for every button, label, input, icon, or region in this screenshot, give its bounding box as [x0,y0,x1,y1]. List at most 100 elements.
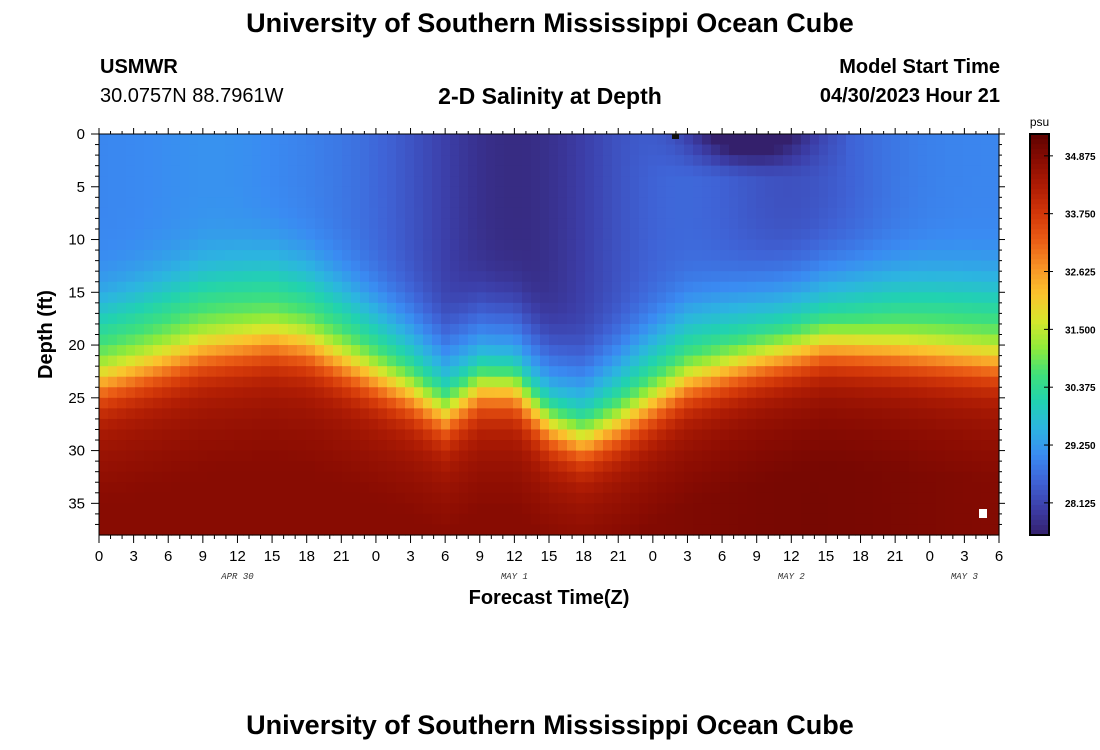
heatmap-cell [567,207,577,220]
heatmap-cell [639,302,649,314]
heatmap-cell [873,250,883,262]
heatmap-cell [108,165,118,177]
heatmap-cell [918,376,928,388]
heatmap-cell [693,144,703,156]
heatmap-cell [297,144,307,156]
heatmap-cell [891,323,901,336]
heatmap-cell [837,302,847,314]
heatmap-cell [540,260,550,272]
heatmap-cell [450,440,460,452]
heatmap-cell [108,323,118,336]
heatmap-cell [432,482,442,494]
heatmap-cell [477,471,487,483]
heatmap-cell [126,165,136,177]
heatmap-cell [567,429,577,441]
heatmap-cell [540,281,550,293]
heatmap-cell [945,355,955,367]
colorbar-swatch [1030,309,1049,316]
heatmap-cell [594,239,604,251]
heatmap-cell [711,323,721,336]
heatmap-cell [198,450,208,462]
heatmap-cell [882,260,892,272]
heatmap-cell [864,239,874,251]
heatmap-cell [198,440,208,452]
heatmap-cell [801,239,811,251]
heatmap-cell [675,387,685,399]
heatmap-cell [207,271,217,283]
heatmap-cell [180,334,190,346]
heatmap-cell [729,302,739,314]
heatmap-cell [612,165,622,177]
heatmap-cell [990,144,1000,156]
heatmap-cell [531,186,541,198]
heatmap-cell [315,524,325,536]
heatmap-cell [126,418,136,431]
heatmap-cell [477,144,487,156]
heatmap-cell [360,513,370,526]
heatmap-cell [963,503,973,515]
heatmap-cell [603,292,613,304]
heatmap-cell [171,450,181,462]
heatmap-cell [675,207,685,220]
heatmap-cell [882,155,892,167]
heatmap-cell [99,461,109,473]
heatmap-cell [324,165,334,177]
heatmap-cell [171,239,181,251]
heatmap-cell [288,302,298,314]
heatmap-cell [387,313,397,325]
heatmap-cell [288,165,298,177]
heatmap-cell [432,134,442,146]
heatmap-cell [261,429,271,441]
heatmap-cell [765,482,775,494]
heatmap-cell [279,355,289,367]
heatmap-cell [720,450,730,462]
heatmap-cell [801,408,811,420]
heatmap-cell [585,429,595,441]
heatmap-cell [531,334,541,346]
heatmap-cell [630,408,640,420]
heatmap-cell [378,524,388,536]
heatmap-cell [522,429,532,441]
heatmap-cell [144,440,154,452]
heatmap-cell [522,366,532,378]
heatmap-cell [747,387,757,399]
heatmap-cell [207,345,217,357]
heatmap-cell [918,482,928,494]
heatmap-cell [990,207,1000,220]
heatmap-cell [306,292,316,304]
heatmap-cell [972,345,982,357]
heatmap-cell [621,397,631,409]
heatmap-cell [297,408,307,420]
heatmap-cell [108,186,118,198]
heatmap-cell [846,408,856,420]
heatmap-cell [423,323,433,336]
heatmap-cell [963,292,973,304]
heatmap-cell [945,482,955,494]
heatmap-cell [99,250,109,262]
heatmap-cell [144,176,154,188]
heatmap-cell [288,218,298,230]
heatmap-cell [720,440,730,452]
heatmap-cell [549,134,559,146]
heatmap-cell [936,355,946,367]
heatmap-cell [873,345,883,357]
heatmap-cell [639,440,649,452]
heatmap-cell [135,503,145,515]
heatmap-cell [306,250,316,262]
heatmap-cell [738,176,748,188]
heatmap-cell [864,144,874,156]
heatmap-cell [801,218,811,230]
heatmap-cell [279,418,289,431]
heatmap-cell [882,461,892,473]
heatmap-cell [495,144,505,156]
heatmap-cell [423,429,433,441]
heatmap-cell [450,461,460,473]
heatmap-cell [207,397,217,409]
heatmap-cell [108,218,118,230]
heatmap-cell [513,271,523,283]
heatmap-cell [171,292,181,304]
heatmap-cell [126,260,136,272]
heatmap-cell [657,429,667,441]
heatmap-cell [378,176,388,188]
heatmap-cell [648,450,658,462]
